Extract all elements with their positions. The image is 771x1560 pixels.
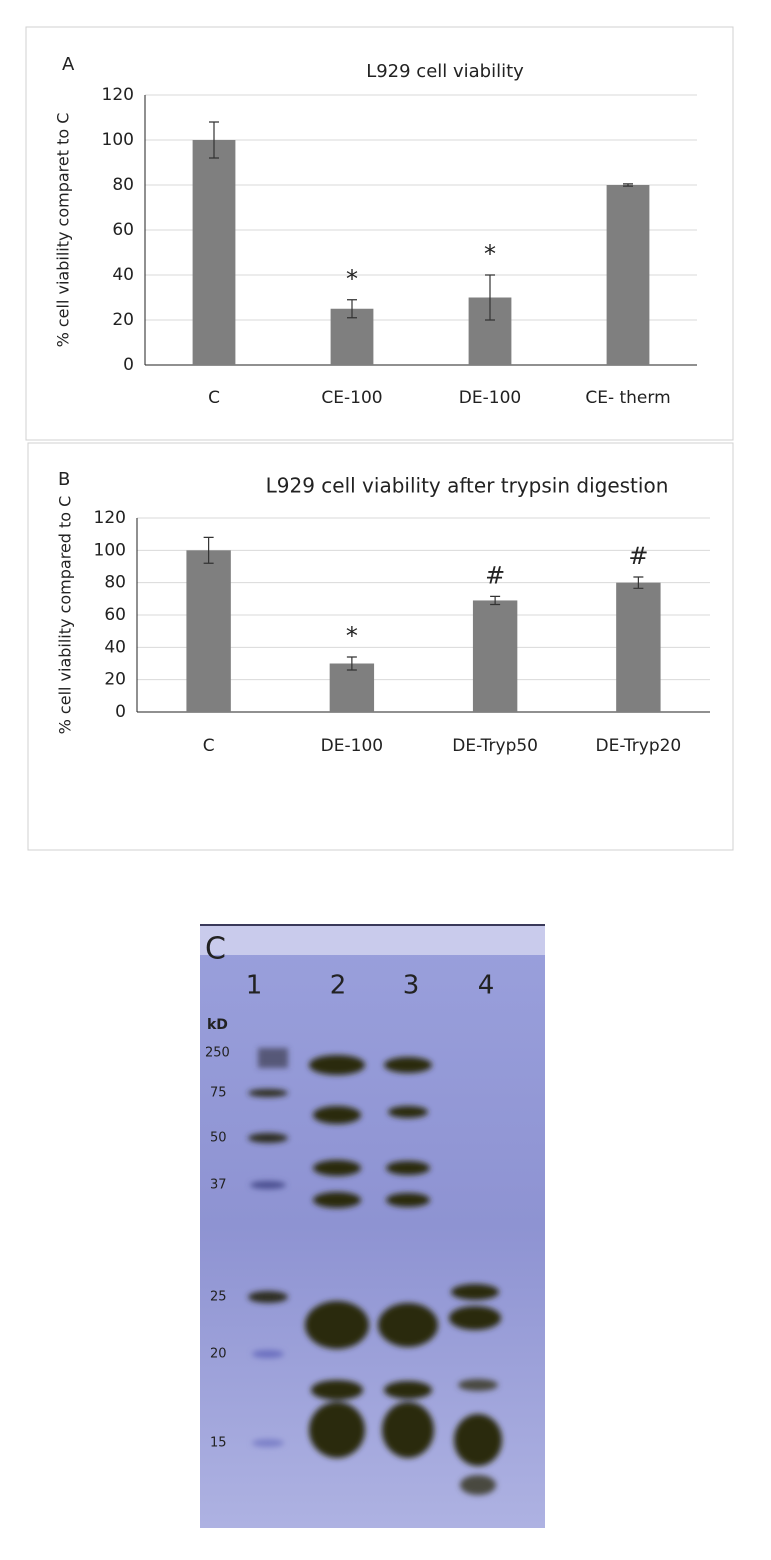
bar: [186, 550, 231, 712]
bar: [472, 600, 518, 712]
y-tick-label: 120: [94, 508, 126, 528]
chart-title: L929 cell viability after trypsin digest…: [266, 474, 669, 498]
y-tick-label: 20: [104, 670, 126, 690]
y-tick-label: 60: [104, 605, 126, 625]
panel-label: A: [62, 54, 75, 75]
y-tick-label: 100: [94, 540, 126, 560]
size-marker: 75: [210, 1086, 227, 1101]
error-bar: [346, 656, 357, 671]
error-bar: [623, 183, 633, 187]
error-bar: [485, 274, 495, 321]
significance-marker: *: [484, 240, 496, 268]
significance-marker: *: [346, 622, 358, 650]
error-bar: [633, 576, 644, 589]
y-tick-label: 80: [104, 573, 126, 593]
y-axis-label: % cell viability comparet to C: [54, 113, 73, 348]
x-tick-label: CE- therm: [585, 388, 670, 408]
panel-frame: [25, 26, 734, 441]
y-axis-label: % cell viability compared to C: [56, 496, 75, 735]
error-bar: [203, 536, 214, 564]
y-tick-label: 80: [112, 175, 134, 195]
y-tick-label: 40: [104, 637, 126, 657]
lane-label: 3: [403, 971, 420, 1001]
x-tick-label: CE-100: [321, 388, 382, 408]
error-bar: [490, 595, 501, 606]
size-marker: 25: [210, 1290, 227, 1305]
panel-label: B: [58, 469, 70, 490]
lane-label: 1: [246, 971, 263, 1001]
x-tick-label: C: [203, 736, 215, 756]
bar: [329, 663, 375, 712]
y-tick-label: 20: [112, 310, 134, 330]
chart-title: L929 cell viability: [366, 61, 524, 82]
lane-label: 2: [330, 971, 347, 1001]
y-tick-label: 0: [123, 355, 134, 375]
significance-marker: #: [628, 542, 648, 570]
size-marker: 20: [210, 1347, 227, 1362]
significance-marker: #: [485, 561, 505, 589]
panel-label: C: [205, 932, 226, 967]
y-tick-label: 120: [102, 85, 134, 105]
y-tick-label: 40: [112, 265, 134, 285]
lane-label: 4: [478, 971, 495, 1001]
significance-marker: *: [346, 265, 358, 293]
y-tick-label: 60: [112, 220, 134, 240]
bar: [606, 185, 650, 365]
panel-frame: [27, 442, 734, 851]
x-tick-label: DE-Tryp50: [452, 736, 538, 756]
x-tick-label: C: [208, 388, 220, 408]
x-tick-label: DE-Tryp20: [595, 736, 681, 756]
bar: [616, 582, 661, 712]
size-marker: 15: [210, 1436, 227, 1451]
error-bar: [347, 299, 357, 319]
y-tick-label: 0: [115, 702, 126, 722]
y-tick-label: 100: [102, 130, 134, 150]
error-bar: [209, 121, 219, 159]
bar: [192, 140, 236, 365]
unit-label: kD: [207, 1017, 228, 1033]
size-marker: 50: [210, 1131, 227, 1146]
gel-image: [200, 924, 545, 1528]
x-tick-label: DE-100: [321, 736, 383, 756]
size-marker: 250: [205, 1046, 230, 1061]
x-tick-label: DE-100: [459, 388, 521, 408]
size-marker: 37: [210, 1178, 227, 1193]
